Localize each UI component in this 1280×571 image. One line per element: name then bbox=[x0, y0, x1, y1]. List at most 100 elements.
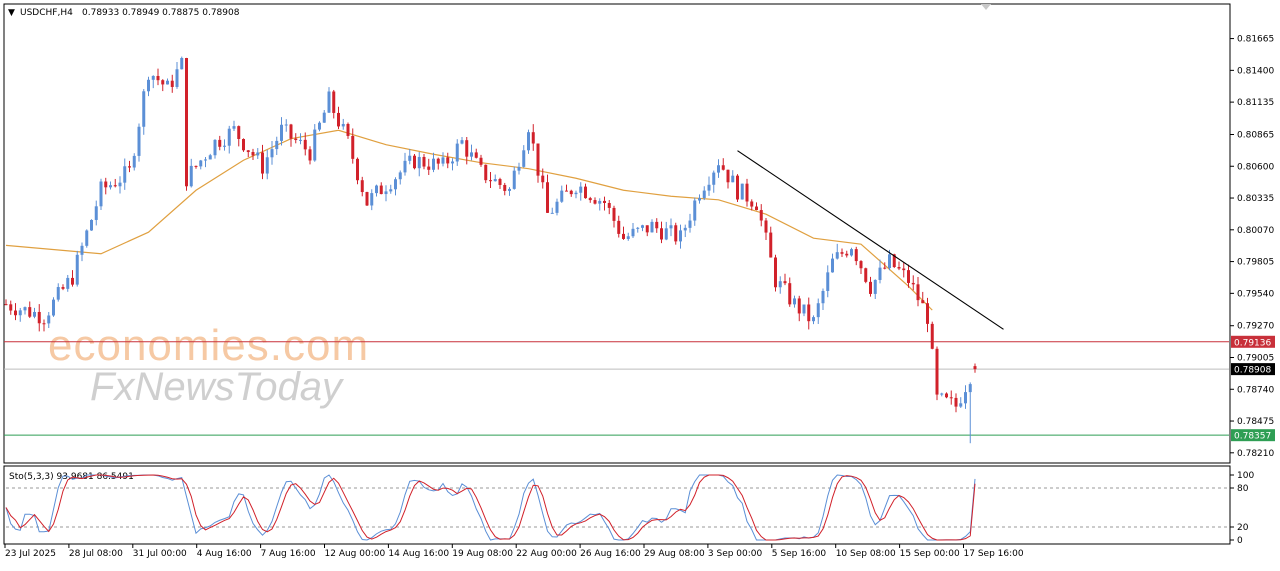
collapse-arrow-icon[interactable]: ▼ bbox=[8, 8, 15, 18]
stochastic-tick-label: 100 bbox=[1237, 471, 1254, 481]
candle-bull bbox=[56, 287, 60, 300]
candle-bear bbox=[531, 132, 535, 144]
price-tick-label: 0.78475 bbox=[1237, 417, 1274, 427]
candle-bear bbox=[113, 185, 117, 187]
candle-bear bbox=[14, 310, 17, 316]
time-tick-label: 5 Sep 16:00 bbox=[772, 549, 827, 559]
candle-bull bbox=[284, 124, 288, 126]
time-tick-label: 29 Aug 08:00 bbox=[644, 549, 705, 559]
price-tick-label: 0.81135 bbox=[1237, 98, 1274, 108]
candle-bull bbox=[389, 189, 393, 192]
candle-bull bbox=[90, 219, 93, 231]
price-tags: 0.79136 0.78908 0.78357 bbox=[1231, 335, 1275, 442]
candle-bull bbox=[166, 80, 169, 85]
candle-bull bbox=[555, 201, 559, 213]
candle-bull bbox=[731, 175, 735, 183]
candle-bear bbox=[973, 366, 977, 370]
time-tick-label: 7 Aug 16:00 bbox=[261, 549, 316, 559]
candle-bear bbox=[427, 166, 431, 170]
candle-bear bbox=[897, 266, 901, 269]
candle-bull bbox=[964, 392, 967, 404]
candle-bull bbox=[598, 200, 602, 204]
shift-marker-icon[interactable] bbox=[981, 4, 991, 10]
candle-bear bbox=[750, 201, 754, 207]
candle-bull bbox=[47, 315, 51, 324]
candle-bear bbox=[28, 307, 32, 317]
time-tick-label: 10 Sep 08:00 bbox=[836, 549, 896, 559]
watermark-fxnewstoday: FxNewsToday bbox=[90, 365, 345, 409]
price-tick-label: 0.81665 bbox=[1237, 35, 1274, 45]
candle-bear bbox=[379, 185, 383, 195]
candle-bear bbox=[308, 149, 312, 161]
candle-bull bbox=[470, 152, 473, 157]
price-tick-label: 0.79270 bbox=[1237, 322, 1274, 332]
candle-bull bbox=[85, 230, 89, 246]
candle-bull bbox=[147, 79, 150, 92]
candle-bull bbox=[802, 304, 806, 314]
candle-bull bbox=[52, 299, 55, 316]
candle-bear bbox=[104, 181, 108, 188]
candle-bull bbox=[375, 185, 378, 194]
candle-bull bbox=[517, 166, 521, 171]
current-price-label: 0.78908 bbox=[1234, 366, 1271, 376]
resistance-price-label: 0.79136 bbox=[1234, 338, 1271, 348]
time-tick-label: 22 Aug 00:00 bbox=[516, 549, 577, 559]
candle-bull bbox=[669, 225, 673, 229]
candle-bull bbox=[688, 220, 692, 228]
candle-bull bbox=[816, 303, 820, 318]
candle-bull bbox=[968, 384, 972, 393]
candle-bear bbox=[945, 393, 948, 398]
candle-bull bbox=[109, 185, 112, 188]
time-axis: 23 Jul 2025 28 Jul 08:00 31 Jul 00:00 4 Aug… bbox=[4, 544, 1024, 559]
stochastic-signal-line bbox=[5, 474, 976, 541]
candle-bull bbox=[641, 225, 644, 228]
candle-bull bbox=[99, 181, 103, 207]
candle-bull bbox=[560, 190, 564, 202]
candle-bull bbox=[812, 317, 815, 322]
time-tick-label: 31 Jul 00:00 bbox=[133, 549, 187, 559]
candle-bull bbox=[512, 170, 516, 189]
candle-bull bbox=[313, 129, 317, 161]
candle-bear bbox=[422, 156, 426, 167]
candle-bear bbox=[436, 158, 440, 164]
candle-bull bbox=[199, 160, 203, 167]
candle-bull bbox=[850, 249, 853, 256]
candle-bull bbox=[679, 230, 682, 242]
candle-bear bbox=[859, 261, 863, 269]
candle-bear bbox=[261, 152, 264, 174]
candle-bull bbox=[441, 157, 445, 164]
price-panel-border bbox=[3, 3, 1231, 464]
candle-bear bbox=[864, 268, 868, 282]
horizontal-lines bbox=[4, 341, 1229, 436]
candle-bull bbox=[712, 172, 716, 185]
candle-bull bbox=[213, 139, 217, 156]
candle-bull bbox=[683, 227, 687, 231]
candle-bear bbox=[61, 287, 65, 289]
candle-bull bbox=[650, 221, 654, 233]
candle-bull bbox=[831, 258, 834, 273]
candle-bear bbox=[332, 91, 336, 113]
candle-bear bbox=[498, 179, 502, 185]
time-tick-label: 4 Aug 16:00 bbox=[197, 549, 252, 559]
candle-bull bbox=[959, 403, 963, 407]
candle-bear bbox=[565, 190, 568, 192]
candle-bull bbox=[826, 272, 830, 291]
time-tick-label: 14 Aug 16:00 bbox=[388, 549, 449, 559]
candle-bear bbox=[303, 139, 307, 150]
price-tick-label: 0.80865 bbox=[1237, 130, 1274, 140]
candle-bear bbox=[726, 169, 730, 183]
candle-bear bbox=[764, 220, 768, 233]
candle-bull bbox=[270, 149, 274, 158]
candle-bull bbox=[275, 140, 279, 150]
price-tick-label: 0.79805 bbox=[1237, 258, 1274, 268]
candle-bull bbox=[394, 179, 397, 190]
candle-bear bbox=[916, 284, 920, 301]
candle-bear bbox=[584, 186, 587, 199]
candle-bull bbox=[232, 126, 236, 129]
watermark-economies: economies.com bbox=[48, 321, 369, 370]
candle-bull bbox=[227, 128, 231, 146]
price-tick-label: 0.81400 bbox=[1237, 66, 1274, 76]
resistance-price-tag bbox=[1231, 335, 1275, 348]
